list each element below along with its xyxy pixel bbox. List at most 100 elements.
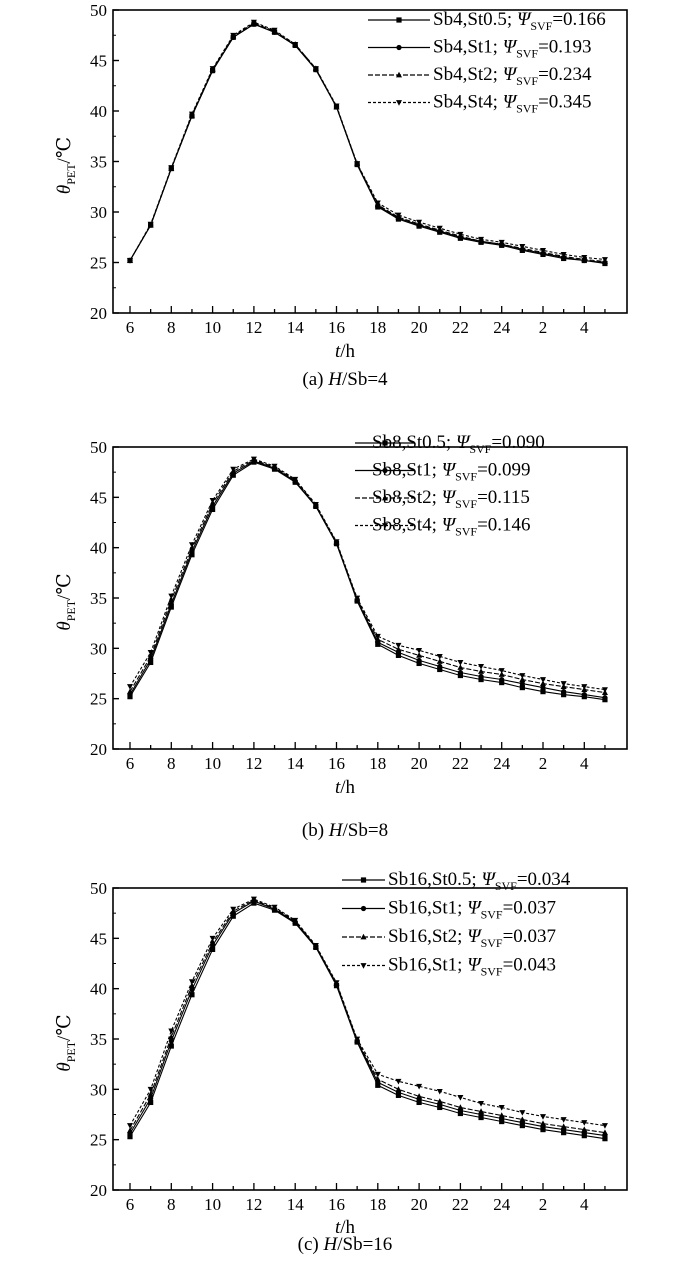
data-point [519,1122,525,1129]
data-point [209,66,216,72]
data-point [354,161,361,167]
x-tick-label: 4 [580,318,589,337]
series-4 [127,456,608,693]
data-point [437,666,443,673]
data-point [498,671,505,677]
y-tick-label: 45 [90,52,107,71]
x-tick-label: 18 [369,754,386,773]
data-point [499,1118,505,1125]
data-point [250,19,257,26]
data-point [127,688,133,695]
data-point [188,542,195,548]
data-point [540,684,546,691]
data-point [395,642,402,649]
x-tick-label: 18 [369,318,386,337]
x-tick-label: 4 [580,1195,589,1214]
y-axis-label: θPET/℃ [54,573,78,630]
data-point [312,501,319,508]
data-point [271,463,278,470]
data-point [188,982,195,989]
x-tick-label: 16 [328,754,345,773]
data-point [560,1117,567,1123]
data-point [127,1123,133,1129]
data-point [540,1120,546,1126]
series-1 [127,459,608,703]
data-point [147,649,154,656]
data-point [395,212,402,219]
data-point [601,687,608,693]
data-point [602,695,608,701]
data-point [561,689,567,695]
data-point [168,604,174,610]
series-line [129,458,606,691]
data-point [478,664,485,670]
series-line [129,459,606,694]
y-tick-label: 50 [90,1,107,20]
data-point [127,684,133,690]
series-2 [127,458,608,701]
x-tick-label: 16 [328,318,345,337]
series-line [129,21,606,261]
data-point [395,652,402,658]
data-point [478,236,485,243]
data-point [498,1105,505,1111]
series-4 [127,19,608,264]
data-point [457,1104,464,1110]
series-line [129,461,606,701]
y-tick-label: 35 [90,1030,107,1049]
data-point [168,593,175,600]
data-point [478,1101,485,1107]
data-point [230,906,237,913]
data-point [292,917,299,924]
data-point [333,103,340,110]
data-point [561,1130,567,1136]
y-tick-label: 25 [90,254,107,273]
data-point [519,676,526,682]
plot-frame [112,446,628,750]
data-point [499,679,505,686]
series-line [129,902,606,1140]
x-tick-label: 24 [493,318,511,337]
x-tick-label: 24 [493,754,511,773]
data-point [148,659,154,666]
x-tick-label: 12 [245,1195,262,1214]
data-point [519,680,525,687]
x-tick-label: 14 [287,754,305,773]
data-point [395,1086,402,1092]
data-point [168,601,174,607]
legend-entry: Sb8,St0.5; ΨSVF=0.090 [372,432,545,456]
x-tick-label: 8 [167,318,176,337]
x-tick-label: 14 [287,318,305,337]
x-tick-label: 24 [493,1195,511,1214]
data-point [333,980,340,986]
legend-entry: Sb8,St2; ΨSVF=0.115 [372,487,530,511]
data-point [437,1104,443,1111]
data-point [148,1099,154,1106]
x-tick-label: 6 [126,318,135,337]
series-line [129,460,606,699]
data-point [457,1094,464,1101]
data-point [498,668,505,674]
x-tick-label: 20 [411,754,428,773]
data-point [498,239,505,246]
legend: Sb4,St0.5; ΨSVF=0.166 Sb4,St1; ΨSVF=0.193… [368,9,606,116]
legend-marker [396,100,402,106]
data-point [436,653,443,660]
x-tick-label: 10 [204,1195,221,1214]
y-tick-label: 30 [90,639,107,658]
data-point [540,677,546,683]
data-point [581,692,587,698]
y-tick-label: 40 [90,980,107,999]
data-point [354,1036,361,1043]
data-point [499,676,505,683]
y-axis-label: θPET/℃ [54,137,78,194]
data-point [519,684,525,691]
data-point [601,1129,608,1136]
data-point [436,1088,443,1095]
data-point [457,672,463,679]
data-point [457,669,463,676]
data-point [374,633,381,640]
data-point [147,1091,154,1097]
